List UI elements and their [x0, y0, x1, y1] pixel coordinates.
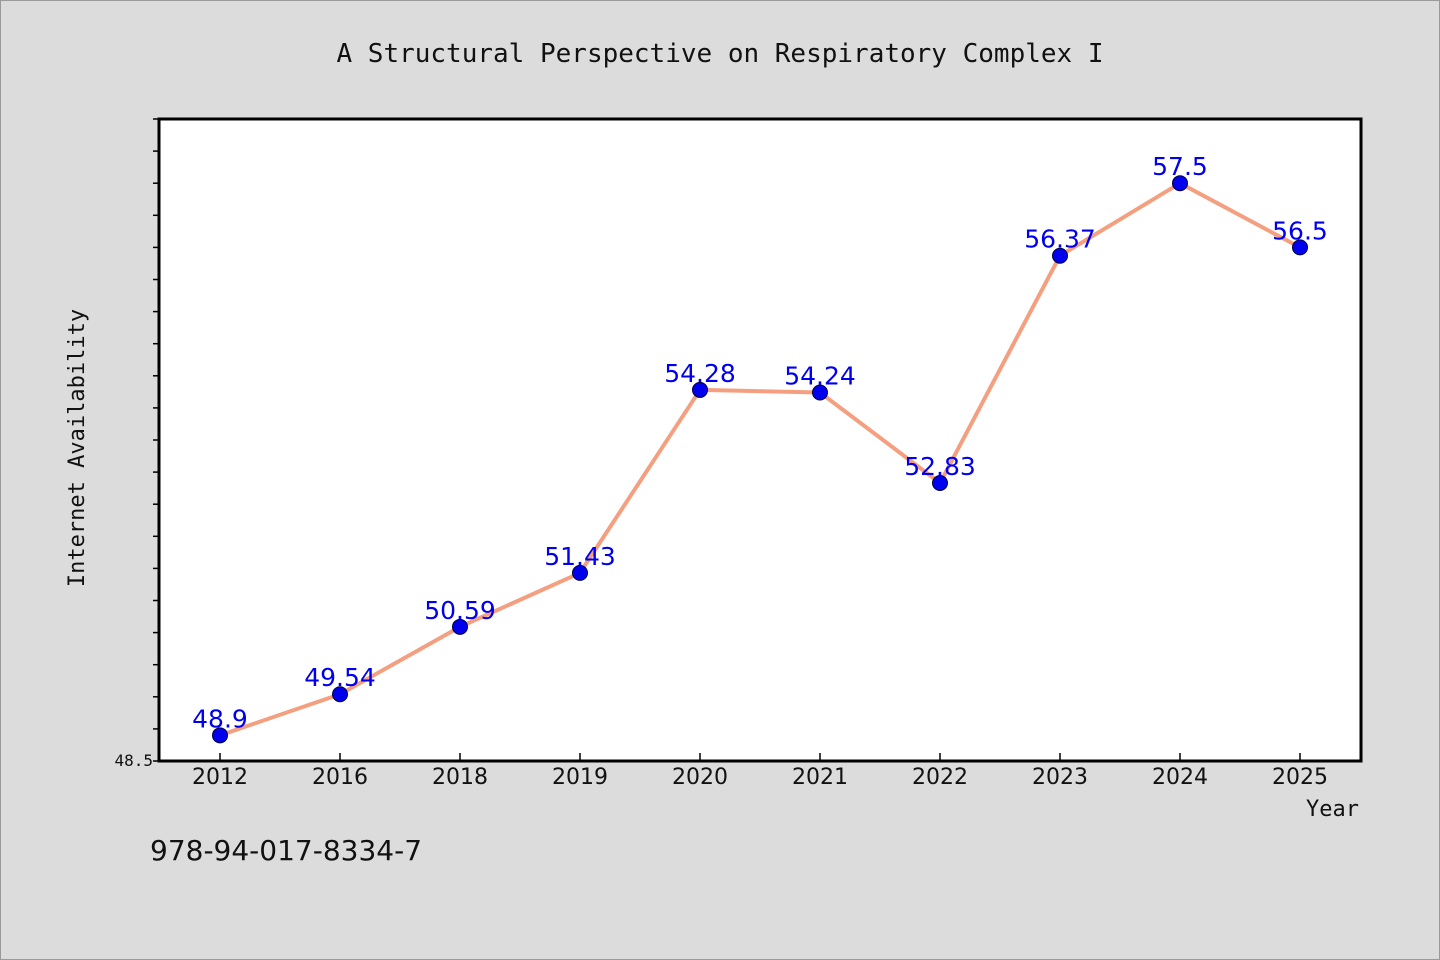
data-point	[452, 618, 468, 635]
data-label-layer: 48.9 49.54 50.59 51.43 54.28 54.24 52.83 56.37 5…	[192, 152, 1328, 733]
x-tick-label: 2021	[792, 765, 848, 790]
data-point	[1292, 239, 1308, 256]
series-line-layer	[218, 181, 1302, 738]
x-axis-ticks: 2012 2016 2018 2019 2020 2021 2022 2023 2024 2025	[192, 753, 1328, 790]
plot-area	[157, 117, 1363, 763]
data-label: 50.59	[424, 596, 496, 625]
x-tick-label: 2020	[672, 765, 728, 790]
x-tick-label: 2024	[1152, 765, 1208, 790]
data-label: 57.5	[1152, 152, 1208, 181]
data-label: 48.9	[192, 704, 248, 733]
data-point	[932, 475, 948, 492]
x-tick-label: 2012	[192, 765, 248, 790]
x-tick-label: 2025	[1272, 765, 1328, 790]
data-label: 51.43	[544, 542, 616, 571]
data-point	[212, 727, 228, 744]
data-label: 52.83	[904, 452, 976, 481]
x-tick-label: 2018	[432, 765, 488, 790]
data-point	[692, 381, 708, 398]
data-label: 54.24	[784, 361, 856, 390]
isbn-footer: 978-94-017-8334-7	[150, 834, 423, 867]
data-label: 56.37	[1024, 225, 1096, 254]
chart-title: A Structural Perspective on Respiratory …	[336, 39, 1103, 69]
x-tick-label: 2019	[552, 765, 608, 790]
y-axis-ticks	[153, 118, 159, 762]
data-point	[572, 564, 588, 581]
data-label: 49.54	[304, 663, 376, 692]
y-axis-title: Internet Availability	[65, 309, 90, 587]
x-tick-label: 2023	[1032, 765, 1088, 790]
data-point	[1052, 247, 1068, 264]
series-line	[218, 181, 1302, 738]
data-point	[1172, 175, 1188, 192]
data-point	[812, 384, 828, 401]
data-point	[332, 686, 348, 703]
x-axis-title: Year	[1306, 797, 1359, 822]
x-tick-label: 2022	[912, 765, 968, 790]
data-label: 56.5	[1272, 216, 1328, 245]
y-tick-label: 48.5	[114, 751, 153, 770]
series-marker-layer	[212, 175, 1308, 744]
data-label: 54.28	[664, 359, 736, 388]
x-tick-label: 2016	[312, 765, 368, 790]
